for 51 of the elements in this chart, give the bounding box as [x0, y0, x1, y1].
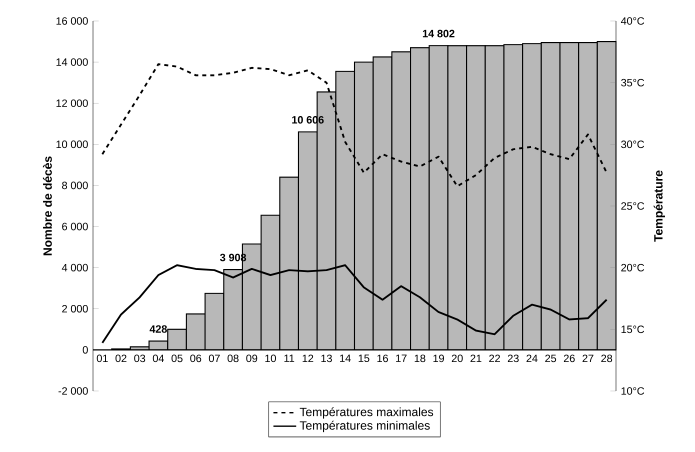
y2-tick-label: 35°C — [621, 78, 644, 86]
x-tick-label: 07 — [208, 354, 220, 362]
x-tick-label: 08 — [228, 354, 239, 362]
y-tick-label: 8 000 — [62, 182, 88, 190]
x-tick-label: 06 — [190, 354, 202, 362]
x-tick-label: 17 — [396, 354, 407, 362]
x-tick-label: 26 — [564, 354, 575, 362]
y-tick-label: 12 000 — [56, 99, 88, 107]
x-tick-label: 03 — [134, 354, 146, 362]
data-label: 428 — [150, 325, 167, 333]
x-tick-label: 12 — [302, 354, 314, 362]
x-tick-label: 22 — [489, 354, 500, 362]
x-tick-label: 19 — [433, 354, 444, 362]
x-tick-label: 01 — [96, 354, 108, 362]
y2-axis-title: Température — [654, 170, 665, 242]
y-tick-label: 2 000 — [62, 304, 88, 313]
data-label: 14 802 — [422, 30, 454, 38]
y-tick-label: 0 — [82, 346, 88, 354]
x-tick-label: 23 — [508, 354, 519, 362]
y2-tick-label: 15°C — [622, 326, 644, 334]
x-tick-label: 02 — [116, 354, 126, 362]
y2-tick-label: 25°C — [621, 202, 644, 210]
x-tick-label: 24 — [526, 354, 538, 362]
legend-label: Températures minimales — [300, 420, 430, 432]
y2-tick-label: 30°C — [621, 140, 644, 148]
y-tick-label: 10 000 — [56, 140, 88, 148]
x-tick-label: 28 — [601, 354, 612, 362]
y2-tick-label: 40°C — [620, 17, 644, 25]
x-tick-label: 15 — [358, 354, 370, 362]
x-tick-label: 14 — [340, 354, 351, 362]
y-tick-label: 6 000 — [62, 222, 88, 230]
x-tick-label: 18 — [414, 354, 426, 362]
y-tick-label: -2 000 — [58, 387, 88, 395]
y-axis-title: Nombre de décès — [42, 156, 52, 256]
x-tick-label: 16 — [377, 354, 388, 362]
legend-label: Températures maximales — [300, 407, 434, 419]
x-tick-label: 25 — [545, 354, 556, 362]
x-tick-label: 05 — [172, 354, 183, 362]
x-tick-label: 27 — [582, 354, 594, 362]
y2-tick-label: 20°C — [621, 264, 644, 272]
x-tick-label: 04 — [152, 354, 164, 362]
x-tick-label: 10 — [265, 354, 276, 362]
x-tick-label: 09 — [246, 354, 258, 362]
x-tick-label: 20 — [452, 354, 463, 362]
x-tick-label: 21 — [470, 354, 482, 362]
y-tick-label: 16 000 — [56, 17, 88, 25]
y-tick-label: 14 000 — [56, 58, 88, 66]
x-tick-label: 11 — [284, 354, 294, 362]
y-tick-label: 4 000 — [62, 264, 88, 272]
x-tick-label: 13 — [321, 354, 332, 362]
y2-tick-label: 10°C — [622, 387, 644, 395]
